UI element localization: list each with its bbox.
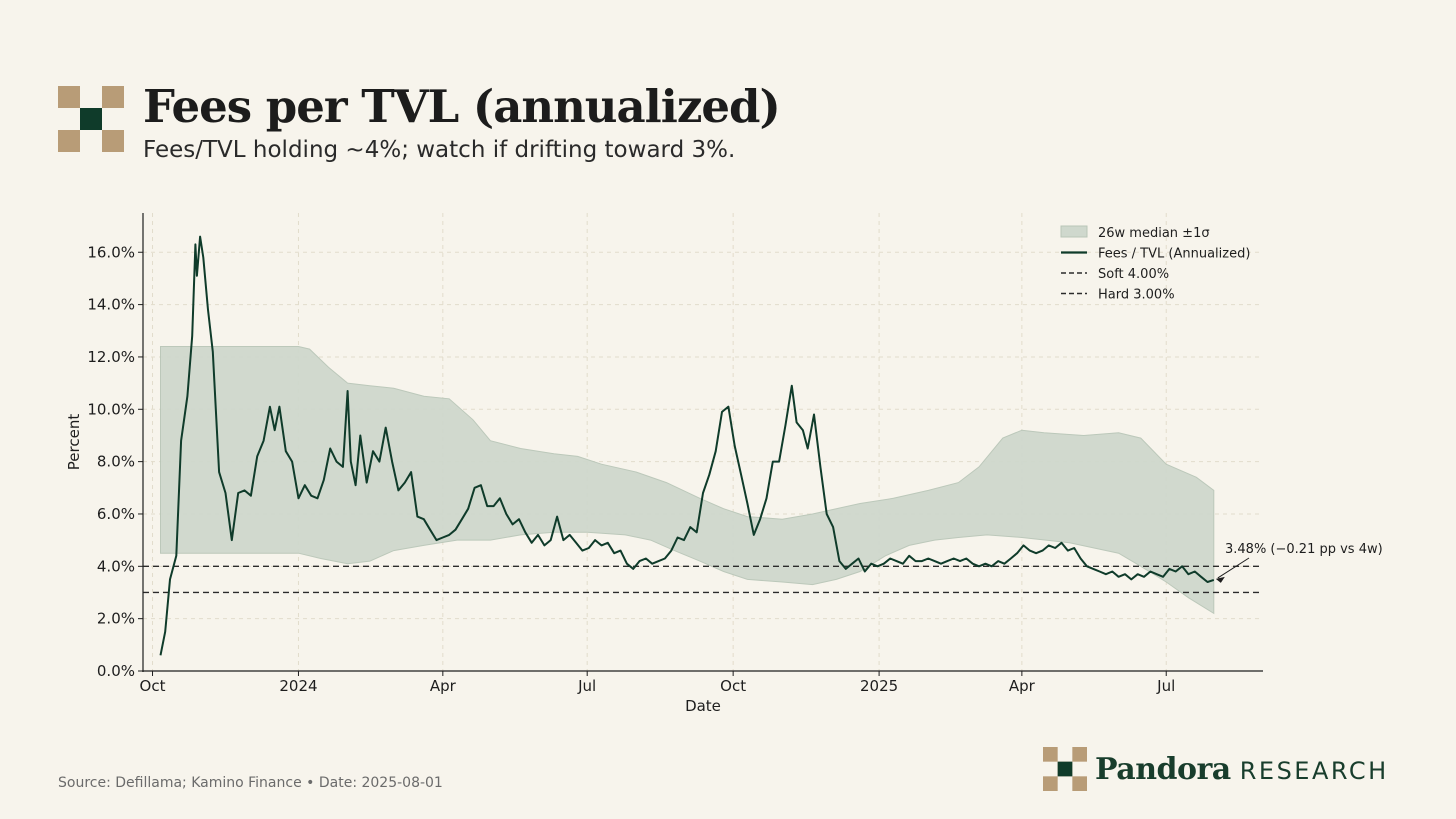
- y-tick-label: 2.0%: [97, 610, 135, 628]
- pandora-logo-icon: [58, 86, 124, 152]
- x-tick-label: 2024: [279, 677, 317, 695]
- y-tick-label: 0.0%: [97, 662, 135, 680]
- annotation-arrow-head: [1215, 576, 1225, 583]
- x-tick-label: 2025: [860, 677, 898, 695]
- x-tick-label: Apr: [1009, 677, 1036, 695]
- pandora-brand-icon: [1043, 747, 1087, 791]
- page-subtitle: Fees/TVL holding ~4%; watch if drifting …: [143, 137, 736, 163]
- legend-label: Hard 3.00%: [1098, 288, 1175, 303]
- y-tick-label: 8.0%: [97, 453, 135, 471]
- y-tick-label: 10.0%: [87, 400, 135, 418]
- x-axis-label: Date: [685, 697, 721, 715]
- annotation-arrow-line: [1217, 557, 1250, 579]
- y-tick-label: 6.0%: [97, 505, 135, 523]
- legend-label: Soft 4.00%: [1098, 267, 1169, 282]
- y-tick-label: 16.0%: [87, 243, 135, 261]
- y-tick-label: 12.0%: [87, 348, 135, 366]
- legend-label: 26w median ±1σ: [1098, 226, 1210, 241]
- legend-label: Fees / TVL (Annualized): [1098, 247, 1250, 262]
- source-note: Source: Defillama; Kamino Finance • Date…: [58, 775, 443, 791]
- brand-subtitle: RESEARCH: [1239, 757, 1389, 785]
- x-tick-label: Apr: [430, 677, 457, 695]
- median-band-area: [160, 346, 1215, 615]
- brand-footer: Pandora RESEARCH: [1043, 747, 1389, 791]
- y-tick-label: 14.0%: [87, 296, 135, 314]
- x-tick-label: Jul: [577, 677, 596, 695]
- x-tick-label: Oct: [720, 677, 746, 695]
- y-tick-label: 4.0%: [97, 557, 135, 575]
- x-tick-label: Jul: [1156, 677, 1175, 695]
- x-tick-label: Oct: [140, 677, 166, 695]
- legend-swatch-band: [1060, 225, 1088, 238]
- fees-tvl-series-line: [159, 235, 1215, 656]
- brand-name: Pandora: [1095, 751, 1231, 787]
- latest-value-annotation: 3.48% (−0.21 pp vs 4w): [1225, 542, 1383, 557]
- page-title: Fees per TVL (annualized): [143, 80, 781, 133]
- y-axis-label: Percent: [65, 414, 83, 471]
